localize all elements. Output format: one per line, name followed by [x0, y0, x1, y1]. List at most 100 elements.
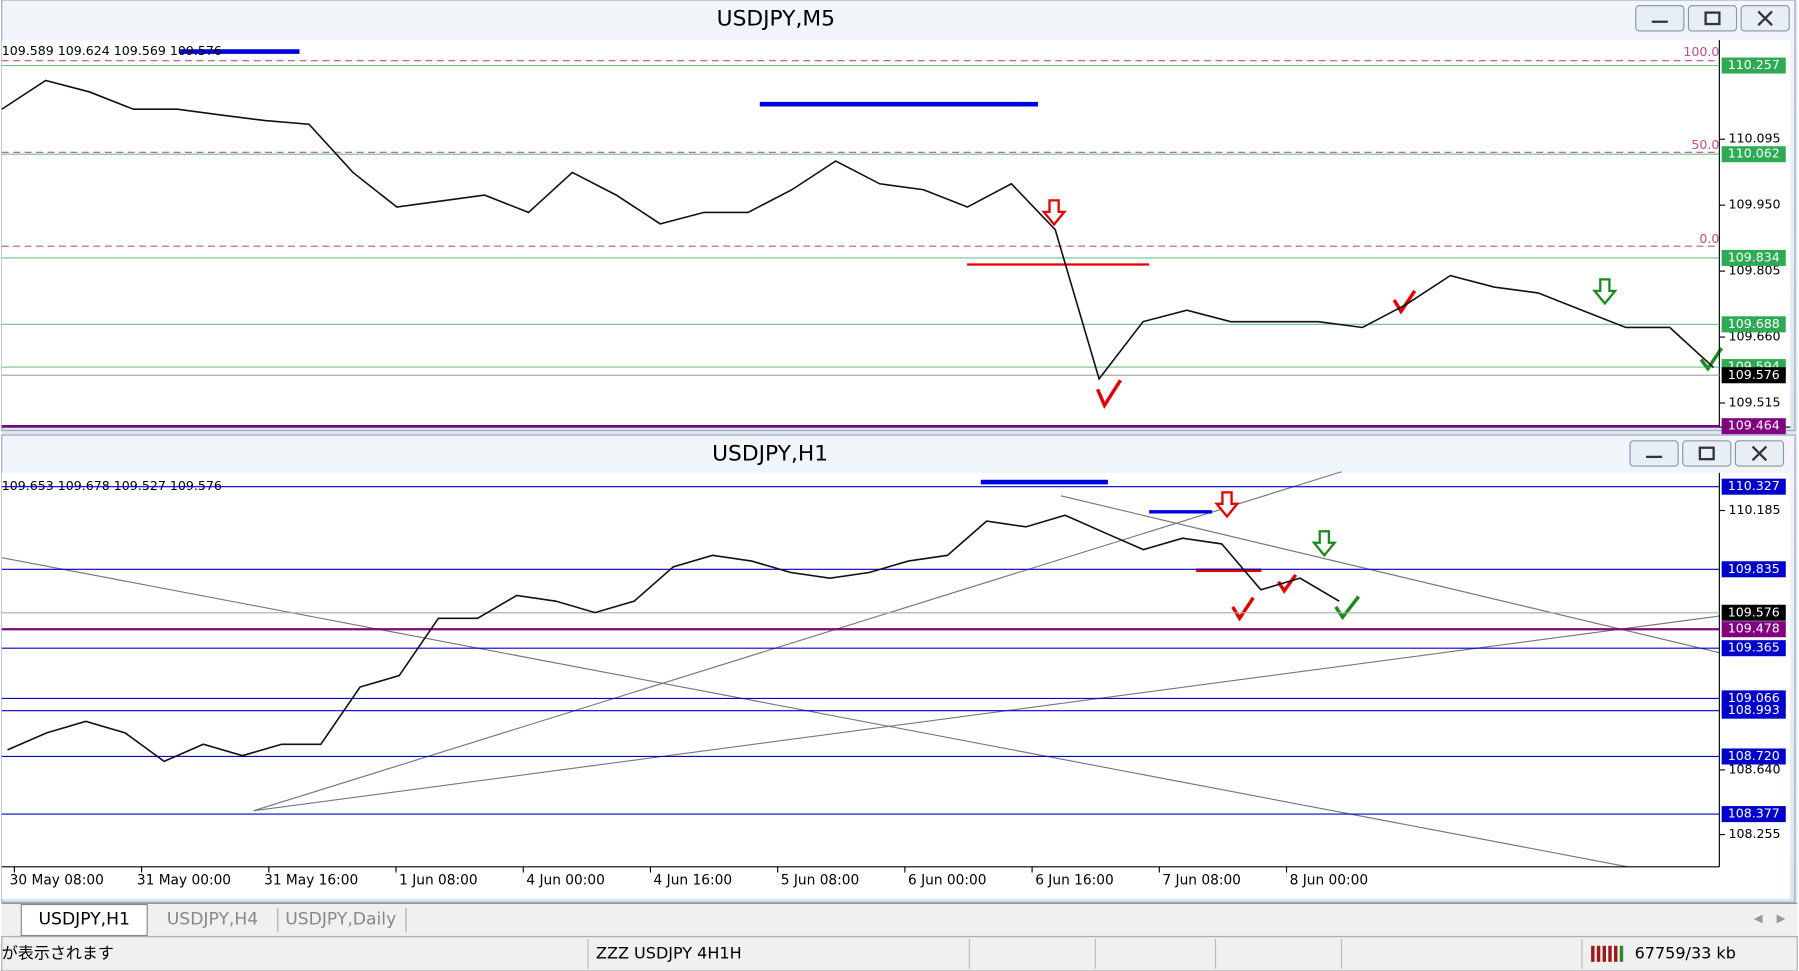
check-mark: [1392, 289, 1417, 315]
window-title: USDJPY,H1: [712, 442, 828, 467]
x-tick-label: 4 Jun 00:00: [526, 873, 605, 889]
trendlines: [1, 471, 1720, 868]
y-tick-label: 109.515: [1729, 394, 1781, 409]
drawings: [179, 49, 1724, 410]
trendline: [1, 557, 1628, 868]
price-label: 110.327: [1728, 478, 1780, 493]
price-label-bg: [1721, 249, 1786, 266]
x-tick-label: 30 May 08:00: [10, 873, 104, 889]
y-tick-label: 108.640: [1729, 761, 1781, 776]
status-separators: [587, 938, 1583, 969]
price-label-bg: [1721, 806, 1786, 823]
price-label-bg: [1721, 690, 1786, 707]
icon: [1698, 446, 1715, 461]
price-label: 109.478: [1728, 621, 1780, 636]
price-label: 109.835: [1728, 561, 1780, 576]
price-label-bg: [1721, 57, 1786, 74]
x-tick-label: 6 Jun 00:00: [908, 873, 987, 889]
bar-icon: [1591, 945, 1595, 962]
tab-label[interactable]: USDJPY,Daily: [285, 909, 396, 929]
sell-arrow: [1592, 278, 1618, 306]
price-label-bg: [1721, 367, 1786, 384]
sell-arrow: [1214, 491, 1240, 519]
trendline: [1060, 495, 1720, 654]
price-label: 110.062: [1728, 146, 1780, 161]
x-tick-label: 8 Jun 00:00: [1290, 873, 1369, 889]
check-mark: [1334, 595, 1361, 621]
y-tick-label: 110.095: [1729, 131, 1781, 146]
price-label-bg: [1721, 478, 1786, 495]
bar-icon: [1614, 945, 1618, 962]
x-tick-label: 6 Jun 16:00: [1035, 873, 1114, 889]
minimize-button[interactable]: [1629, 440, 1679, 467]
icon: [1751, 445, 1768, 462]
sell-arrow: [1311, 530, 1338, 558]
status-traffic: 67759/33 kb: [1635, 943, 1736, 962]
check-mark: [1699, 347, 1724, 372]
sell-arrow: [1041, 199, 1067, 227]
price-label-bg: [1721, 621, 1786, 638]
status-bar: [1, 936, 1798, 971]
price-line: [1, 79, 1715, 381]
price-label: 109.834: [1728, 249, 1780, 264]
x-tick-label: 31 May 16:00: [264, 873, 358, 889]
bar-icon: [1608, 945, 1612, 962]
tab-label[interactable]: USDJPY,H4: [167, 909, 258, 929]
window-buttons: [1635, 5, 1790, 32]
active-tab[interactable]: [20, 904, 148, 937]
price-label: 109.066: [1728, 690, 1780, 705]
maximize-button[interactable]: [1687, 5, 1738, 32]
price-line: [7, 514, 1340, 763]
price-label-bg: [1721, 418, 1786, 435]
price-label-bg: [1721, 316, 1786, 333]
chart-area: [1, 40, 1791, 428]
current-price-label: 109.576: [1728, 604, 1780, 619]
x-tick-label: 31 May 00:00: [137, 873, 231, 889]
fib-label: 0.0: [1699, 231, 1719, 246]
trendline: [253, 471, 1342, 812]
status-profile: ZZZ USDJPY 4H1H: [596, 943, 742, 962]
x-tick-label: 1 Jun 08:00: [399, 873, 478, 889]
x-tick-label: 4 Jun 16:00: [654, 873, 733, 889]
scroll-right[interactable]: ▶: [1777, 911, 1786, 925]
x-tick-label: 5 Jun 08:00: [781, 873, 860, 889]
chart-area: [1, 472, 1791, 899]
window-title: USDJPY,M5: [717, 6, 835, 31]
price-label-bg: [1721, 604, 1786, 621]
price-label-bg: [1721, 146, 1786, 163]
price-label: 108.993: [1728, 702, 1780, 717]
price-label: 109.688: [1728, 316, 1780, 331]
y-tick-label: 109.805: [1729, 263, 1781, 278]
y-tick-label: 109.950: [1729, 197, 1781, 212]
price-label-bg: [1721, 748, 1786, 765]
ohlc-info: 109.589 109.624 109.569 109.576: [2, 43, 222, 58]
price-label: 108.720: [1728, 748, 1780, 763]
y-tick-label: 108.255: [1729, 826, 1781, 841]
price-label-bg: [1721, 561, 1786, 578]
current-price-label: 109.576: [1728, 367, 1780, 382]
minimize-button[interactable]: [1635, 5, 1685, 32]
ohlc-info: 109.653 109.678 109.527 109.576: [2, 478, 222, 493]
scroll-left[interactable]: ◀: [1754, 911, 1763, 925]
icon: [1704, 11, 1721, 26]
y-tick-label: 110.185: [1729, 502, 1781, 517]
check-mark: [1231, 596, 1255, 622]
fib-label: 50.0: [1691, 137, 1719, 152]
window-buttons: [1629, 440, 1785, 467]
maximize-button[interactable]: [1682, 440, 1732, 467]
connection-bars: [1591, 945, 1624, 962]
tab-label[interactable]: USDJPY,H1: [39, 909, 130, 929]
price-label: 109.464: [1728, 418, 1780, 433]
bar-icon: [1596, 945, 1601, 962]
status-message: が表示されます: [2, 943, 114, 962]
bar-icon: [1602, 945, 1606, 962]
bar-icon: [1619, 945, 1624, 962]
price-label: 108.377: [1728, 806, 1780, 821]
tab-bar: [1, 903, 1798, 936]
price-label: 110.257: [1728, 57, 1780, 72]
icon: [1757, 10, 1773, 27]
x-tick-label: 7 Jun 08:00: [1162, 873, 1241, 889]
price-label: 109.365: [1728, 640, 1780, 655]
